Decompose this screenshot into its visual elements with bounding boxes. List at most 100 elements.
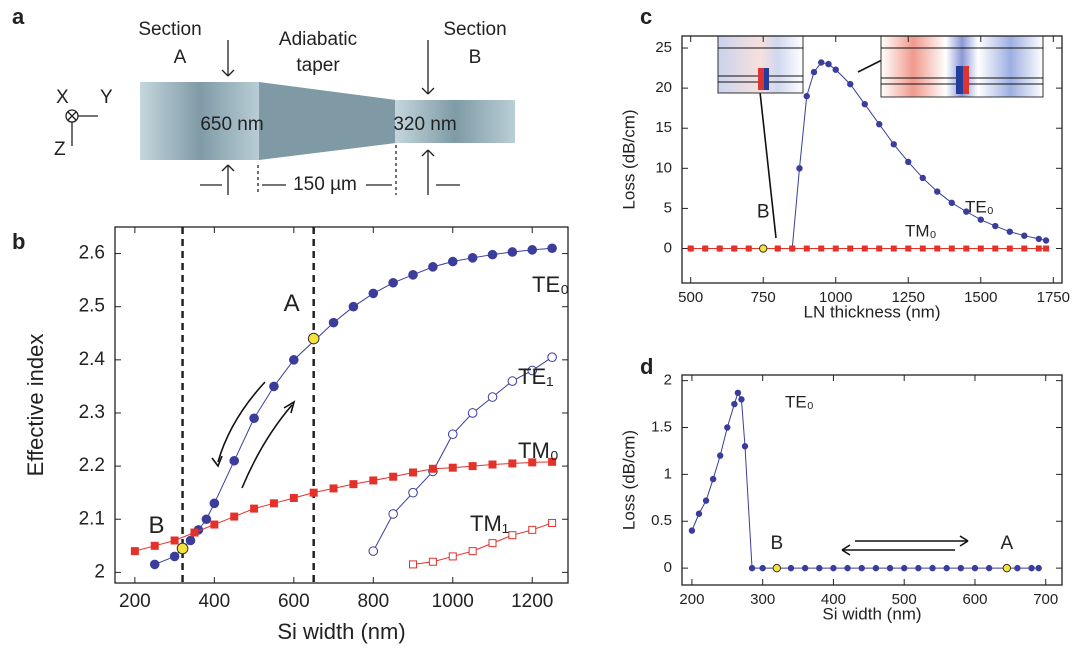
data-point [801,564,809,572]
data-point [702,245,709,252]
series-line [372,356,553,552]
data-point [963,208,970,215]
y-axis-label: Effective index [23,334,48,477]
data-point [886,564,894,572]
data-point [810,68,818,76]
data-point [329,484,338,493]
x-tick-label: 1500 [964,289,997,306]
data-point [428,464,437,473]
data-point [803,92,810,100]
data-point [507,247,518,257]
data-point [348,301,359,312]
data-point [527,245,538,255]
data-point [695,510,703,517]
x-tick-label: 600 [962,591,987,608]
series-line [134,461,553,552]
label: 320 nm [393,114,456,135]
data-point [716,245,723,252]
diagram: a Section A Adiabatic taper Section B 65… [12,4,515,195]
taper [259,82,396,160]
data-point [861,245,868,252]
data-point [507,376,518,386]
data-point [919,174,926,182]
data-point [1043,245,1050,252]
highlight-point [759,244,768,253]
y-tick-label: 0.5 [651,512,672,529]
data-point [547,352,557,362]
highlight-label: A [1000,533,1013,554]
x-tick-label: 1250 [892,289,925,306]
data-point [209,498,220,509]
data-point [992,245,999,252]
data-point [890,141,897,148]
data-point [150,541,159,550]
data-point [488,539,497,548]
data-point [169,551,180,562]
data-point [734,389,742,397]
data-point [389,472,398,481]
series-label: TM₀ [518,438,559,463]
data-point [1006,245,1013,252]
data-point [948,245,955,252]
data-point [448,552,457,561]
series-label: TM₁ [470,511,509,536]
x-tick-label: 400 [198,591,230,612]
y-tick-label: 2.5 [79,296,105,317]
data-point [900,564,908,572]
y-tick-label: 2.1 [79,508,105,529]
data-point [547,243,557,254]
data-point [487,392,498,402]
label: taper [296,55,340,76]
y-tick-label: 2 [664,372,672,389]
series-label: TM₀ [905,221,937,240]
data-point [759,564,766,572]
data-point [1006,228,1013,235]
x-tick-label: 1000 [432,591,474,612]
y-tick-label: 2 [94,561,105,582]
series-label: TE₀ [532,272,569,297]
data-point [832,66,839,73]
data-point [447,256,458,267]
data-point [919,245,926,252]
series-label: TE₀ [785,392,814,411]
data-point [369,476,378,485]
label: Section [443,19,506,40]
data-point [977,245,984,252]
panel-label: a [12,4,25,29]
y-tick-label: 2.3 [79,402,105,423]
data-point [130,547,139,556]
data-point [468,462,477,471]
data-point [787,564,795,572]
data-point [487,249,498,260]
x-tick-label: 1750 [1037,289,1070,306]
data-point [731,245,738,252]
x-tick-label: 500 [678,289,703,306]
data-point [971,564,979,572]
series-label: TE₀ [965,197,994,216]
data-point [468,547,477,556]
data-point [249,413,259,424]
x-tick-label: 400 [821,591,846,608]
label: Section [138,19,201,40]
data-point [1035,235,1042,243]
data-point [687,245,694,252]
data-point [905,158,912,166]
plot-frame [681,35,1063,284]
panel-label: c [640,4,652,29]
data-point [527,365,538,376]
data-point [170,536,179,545]
highlight-point [1002,563,1012,573]
label: A [174,47,187,68]
y-tick-label: 25 [655,39,672,56]
data-point [388,509,398,519]
x-tick-label: 500 [892,591,917,608]
data-point [447,429,458,440]
series-label: TE₁ [518,364,554,389]
plot-frame [681,374,1063,586]
data-point [789,245,796,252]
x-tick-label: 200 [679,591,704,608]
series-line [154,247,553,565]
y-tick-label: 0 [664,239,672,256]
data-point [977,216,984,223]
data-point [847,80,854,88]
